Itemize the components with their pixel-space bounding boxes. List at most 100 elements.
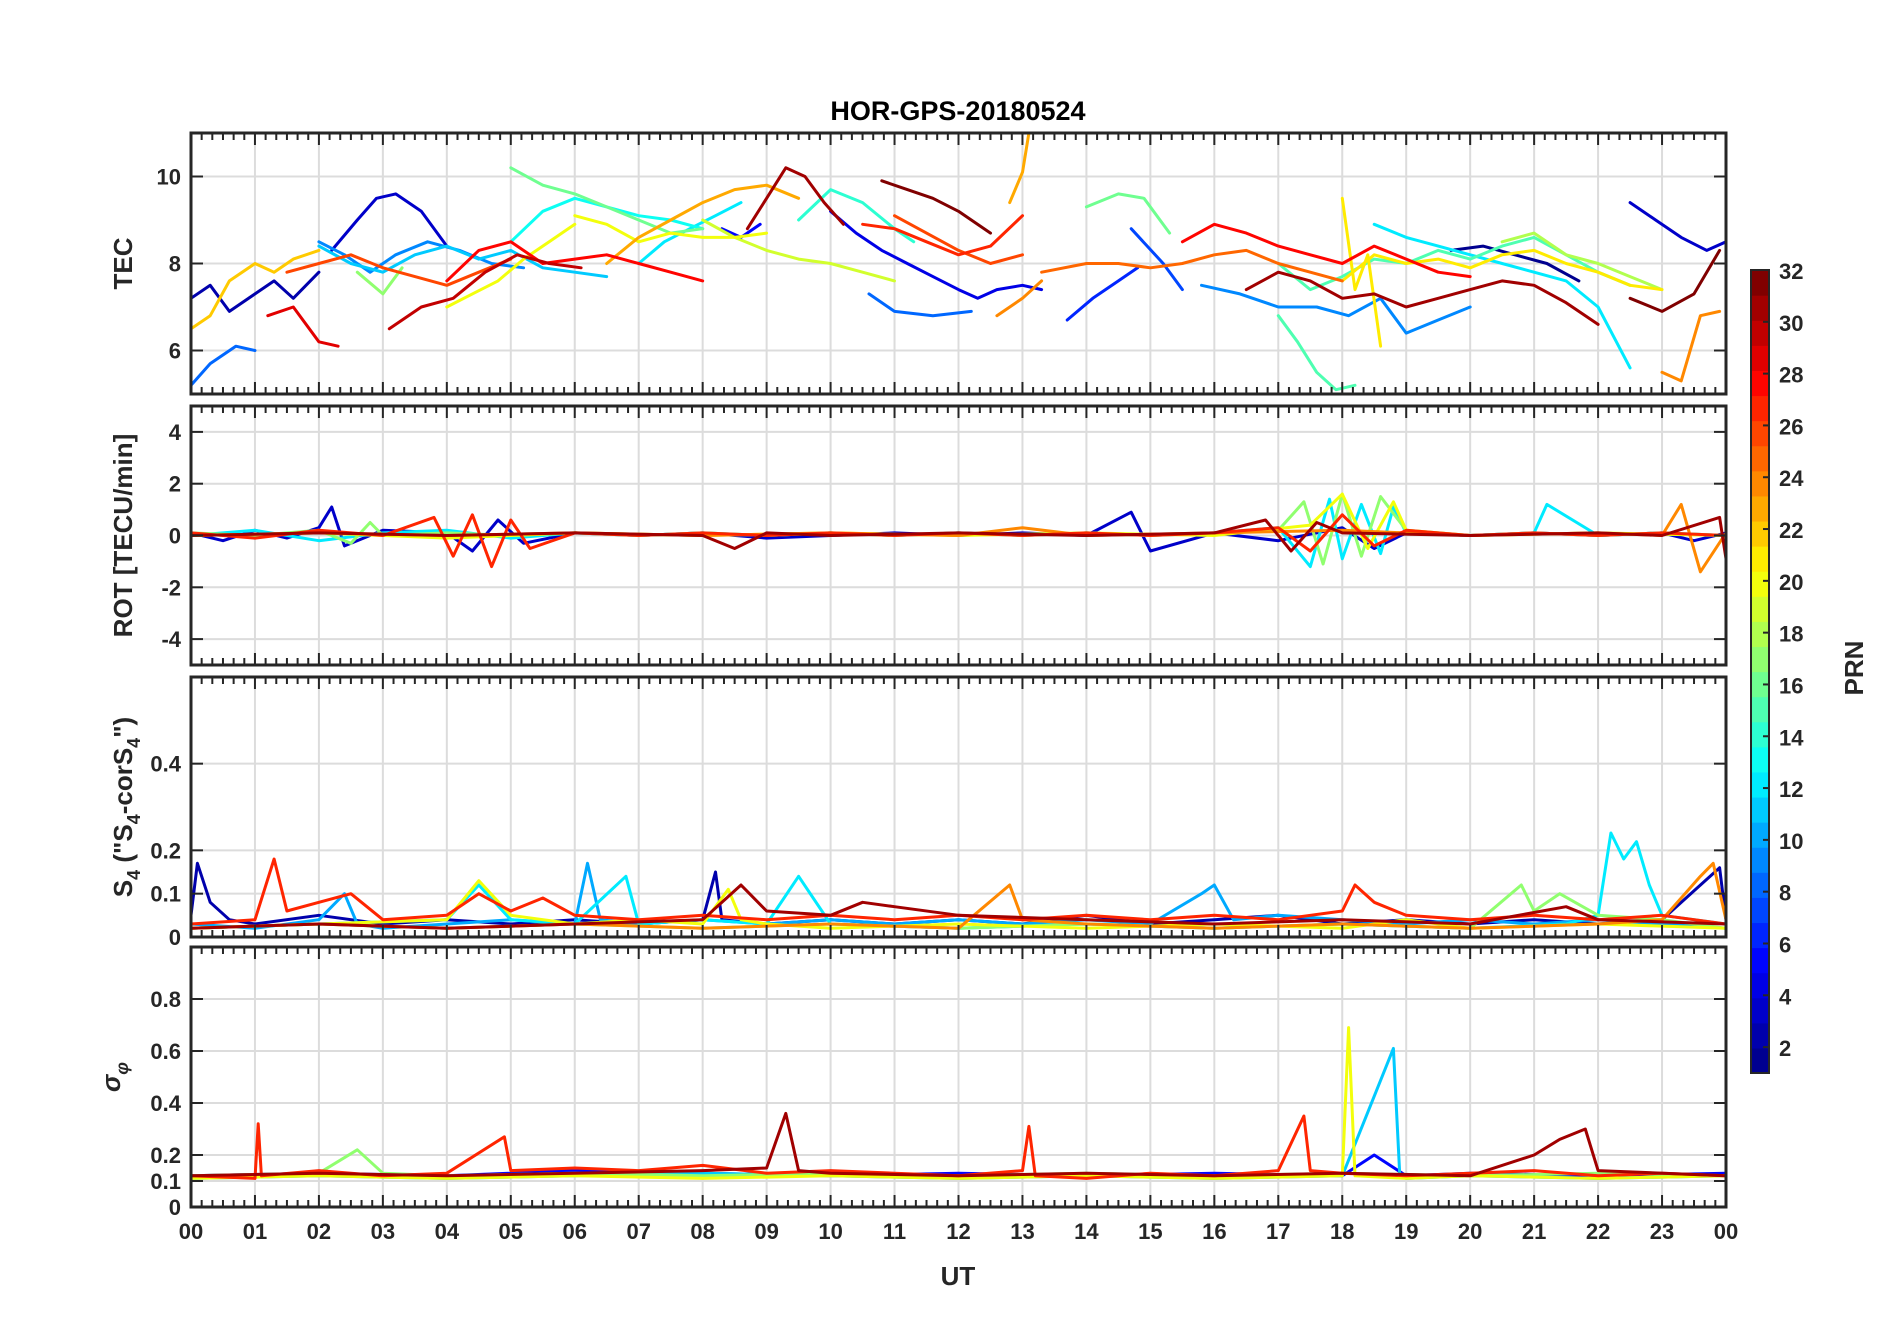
colorbar-tick-label: 22 bbox=[1779, 518, 1803, 543]
x-tick-label: 17 bbox=[1266, 1219, 1290, 1244]
series-group bbox=[191, 133, 1726, 392]
x-tick-label: 08 bbox=[690, 1219, 714, 1244]
y-tick-label: 0 bbox=[169, 925, 181, 950]
x-tick-label: 16 bbox=[1202, 1219, 1226, 1244]
y-tick-label: 6 bbox=[169, 339, 181, 364]
x-tick-label: 00 bbox=[1714, 1219, 1738, 1244]
colorbar-tick-label: 4 bbox=[1779, 984, 1792, 1009]
series-line-prn-11 bbox=[317, 244, 609, 279]
y-tick-label: 0 bbox=[169, 524, 181, 549]
colorbar-band bbox=[1751, 646, 1769, 673]
y-axis-label: ROT [TECU/min] bbox=[108, 434, 138, 638]
x-tick-label: 20 bbox=[1458, 1219, 1482, 1244]
series-line-prn-31 bbox=[1244, 270, 1600, 326]
series-line-prn-26 bbox=[893, 214, 1024, 265]
series-line-prn-20 bbox=[191, 1026, 1726, 1180]
series-line-prn-22 bbox=[191, 248, 321, 331]
colorbar-band bbox=[1751, 872, 1769, 898]
series-line-prn-7 bbox=[1129, 227, 1184, 292]
series-line-prn-9 bbox=[1200, 283, 1472, 335]
series-line-prn-31 bbox=[745, 166, 845, 231]
colorbar-band bbox=[1751, 345, 1769, 371]
y-tick-label: 0.6 bbox=[150, 1039, 181, 1064]
colorbar-band bbox=[1751, 897, 1769, 924]
colorbar-band bbox=[1751, 420, 1769, 447]
colorbar-band bbox=[1751, 671, 1769, 698]
series-line-prn-6 bbox=[1065, 266, 1140, 322]
series-line-prn-31 bbox=[191, 1111, 1726, 1178]
x-tick-label: 01 bbox=[243, 1219, 267, 1244]
series-line-prn-14 bbox=[797, 188, 916, 244]
colorbar-tick-label: 32 bbox=[1779, 259, 1803, 284]
series-line-prn-8 bbox=[867, 292, 973, 318]
series-line-prn-21 bbox=[1340, 196, 1383, 348]
series-line-prn-1 bbox=[1449, 244, 1581, 283]
colorbar-band bbox=[1751, 495, 1769, 522]
y-tick-label: 4 bbox=[169, 420, 182, 445]
colorbar-tick-label: 18 bbox=[1779, 622, 1803, 647]
x-tick-label: 14 bbox=[1074, 1219, 1099, 1244]
colorbar-band bbox=[1751, 947, 1769, 974]
colorbar-band bbox=[1751, 520, 1769, 547]
colorbar-tick-label: 20 bbox=[1779, 570, 1803, 595]
series-line-prn-8 bbox=[191, 344, 257, 387]
x-tick-label: 09 bbox=[754, 1219, 778, 1244]
x-tick-label: 23 bbox=[1650, 1219, 1674, 1244]
y-axis-label: TEC bbox=[108, 237, 138, 289]
colorbar-label: PRN bbox=[1839, 641, 1869, 696]
colorbar-band bbox=[1751, 746, 1769, 773]
series-line-prn-32 bbox=[880, 179, 992, 235]
colorbar-band bbox=[1751, 621, 1769, 648]
x-tick-label: 06 bbox=[563, 1219, 587, 1244]
y-tick-label: 2 bbox=[169, 472, 181, 497]
y-tick-label: 8 bbox=[169, 252, 181, 277]
figure-title: HOR-GPS-20180524 bbox=[830, 96, 1085, 126]
series-line-prn-29 bbox=[266, 305, 340, 348]
series-line-prn-18 bbox=[1500, 231, 1664, 292]
panel-tec: 6 8 10 TEC bbox=[108, 131, 1728, 396]
colorbar-band bbox=[1751, 796, 1769, 823]
colorbar-band bbox=[1751, 1022, 1769, 1049]
panel-rot: -4 -2 0 2 4 ROT [TECU/min] bbox=[108, 404, 1728, 667]
series-line-prn-27 bbox=[191, 857, 1726, 926]
colorbar-band bbox=[1751, 320, 1769, 346]
x-tick-label: 02 bbox=[307, 1219, 331, 1244]
series-line-prn-9 bbox=[317, 240, 526, 274]
colorbar-band bbox=[1751, 847, 1769, 873]
y-tick-label: 0.1 bbox=[150, 1169, 181, 1194]
x-tick-label: 22 bbox=[1586, 1219, 1610, 1244]
series-group bbox=[191, 492, 1726, 574]
y-tick-label: 0.2 bbox=[150, 1143, 181, 1168]
series-line-prn-21 bbox=[1340, 248, 1664, 292]
colorbar-tick-label: 24 bbox=[1779, 466, 1804, 491]
colorbar-tick-label: 14 bbox=[1779, 725, 1804, 750]
series-line-prn-24 bbox=[995, 279, 1044, 318]
y-tick-label: 10 bbox=[157, 165, 181, 190]
colorbar-band bbox=[1751, 596, 1769, 622]
y-tick-label: 0.4 bbox=[150, 1091, 181, 1116]
x-tick-label: 03 bbox=[371, 1219, 395, 1244]
colorbar-band bbox=[1751, 546, 1769, 572]
x-tick-label: 15 bbox=[1138, 1219, 1162, 1244]
x-tick-label: 21 bbox=[1522, 1219, 1546, 1244]
series-line-prn-32 bbox=[1628, 248, 1722, 313]
x-axis-label: UT bbox=[941, 1261, 976, 1291]
series-line-prn-23 bbox=[1008, 133, 1031, 205]
series-group bbox=[191, 1026, 1726, 1180]
series-line-prn-3 bbox=[1628, 201, 1726, 252]
colorbar-tick-label: 2 bbox=[1779, 1036, 1791, 1061]
y-tick-label: 0.2 bbox=[150, 838, 181, 863]
x-tick-label: 07 bbox=[626, 1219, 650, 1244]
series-line-prn-31 bbox=[191, 515, 1726, 561]
y-tick-label: -4 bbox=[161, 627, 181, 652]
x-tick-label: 19 bbox=[1394, 1219, 1418, 1244]
x-tick-label: 04 bbox=[435, 1219, 460, 1244]
colorbar-band bbox=[1751, 571, 1769, 597]
colorbar-band bbox=[1751, 822, 1769, 848]
colorbar-tick-label: 16 bbox=[1779, 673, 1803, 698]
x-tick-label: 12 bbox=[946, 1219, 970, 1244]
y-tick-label: 0 bbox=[169, 1195, 181, 1220]
